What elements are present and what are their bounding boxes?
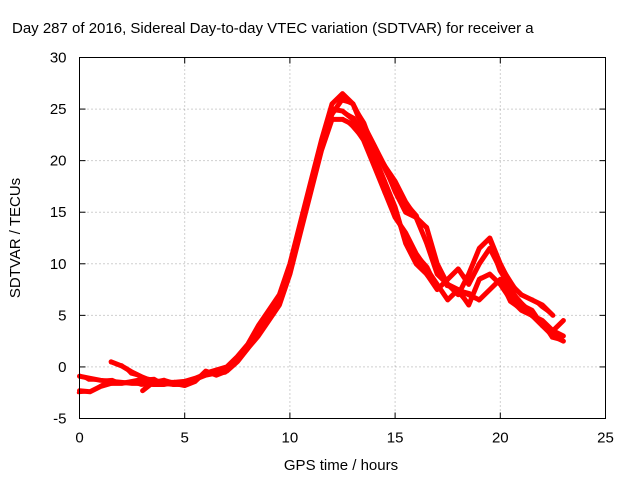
x-tick-label: 10 (282, 430, 299, 447)
axis-ticks (79, 57, 606, 419)
y-tick-label: -5 (53, 411, 66, 428)
series-texture-pass-4 (142, 109, 555, 391)
y-tick-label: 15 (50, 204, 67, 221)
tick-labels: 0 5 10 15 20 25 -5 0 5 10 15 20 25 30 (50, 50, 614, 447)
series-texture-pass-3 (109, 94, 565, 387)
y-tick-label: 10 (50, 256, 67, 273)
grid-lines (79, 57, 606, 419)
x-tick-label: 20 (492, 430, 509, 447)
plot-frame (79, 57, 606, 419)
y-tick-label: 20 (50, 153, 67, 170)
chart-title: Day 287 of 2016, Sidereal Day-to-day VTE… (12, 20, 534, 37)
x-tick-label: 5 (181, 430, 189, 447)
y-tick-label: 0 (58, 359, 66, 376)
series-group (76, 91, 566, 395)
y-tick-label: 30 (50, 50, 67, 67)
y-tick-label: 5 (58, 307, 66, 324)
x-tick-label: 0 (75, 430, 83, 447)
x-axis-label: GPS time / hours (284, 457, 398, 474)
series-line-pass-3 (108, 91, 566, 387)
y-tick-label: 25 (50, 101, 67, 118)
x-tick-label: 25 (597, 430, 614, 447)
y-axis-label: SDTVAR / TECUs (7, 178, 24, 298)
x-tick-label: 15 (387, 430, 404, 447)
